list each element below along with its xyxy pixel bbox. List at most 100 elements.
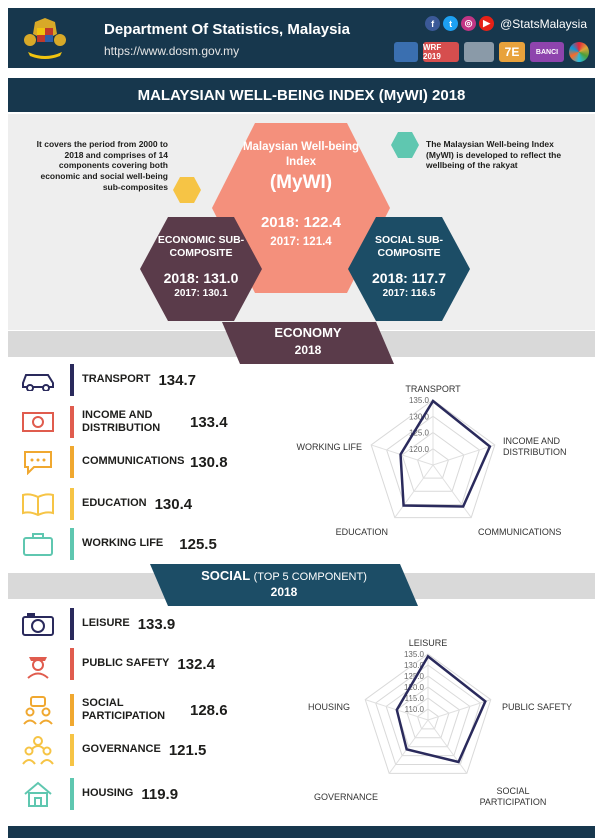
mint-hexagon-icon [391, 132, 419, 158]
social-handle[interactable]: @StatsMalaysia [500, 16, 587, 31]
economy-tick-label: 120.0 [409, 445, 430, 454]
social-category-label: PUBLIC SAFETY [502, 702, 572, 712]
social-grid-ring [396, 686, 460, 748]
social-axis-line [427, 699, 491, 721]
instagram-icon[interactable]: ◎ [461, 16, 477, 31]
social-banner-title: SOCIAL [201, 568, 250, 583]
main-index-label: Malaysian Well-being Index [242, 141, 360, 168]
economy-tick-label: 130.0 [409, 412, 430, 421]
social-banner-shape [150, 564, 418, 606]
economy-row-value: 130.4 [154, 495, 193, 513]
economy-category-label: WORKING LIFE [296, 442, 362, 452]
coat-of-arms-icon [24, 18, 66, 59]
economy-axis-line [394, 464, 434, 518]
money-icon [18, 407, 58, 437]
emblem-logo [464, 42, 494, 62]
economy-axis-line [432, 444, 495, 466]
yellow-hexagon-icon [173, 177, 201, 203]
social-axis-line [427, 719, 468, 774]
social-row-label: PUBLIC SAFETY [82, 657, 170, 670]
social-row-value: 128.6 [190, 701, 228, 719]
economy-row-value: 125.5 [179, 535, 217, 553]
social-row-public-safety: PUBLIC SAFETY 132.4 [18, 648, 215, 680]
social-row-accent-bar [70, 694, 74, 726]
main-index-2018: 2018: 122.4 [260, 214, 342, 231]
social-tick-label: 125.0 [404, 672, 425, 681]
social-row-value: 132.4 [177, 655, 215, 673]
twitter-icon[interactable]: t [443, 16, 459, 31]
economy-row-working-life: WORKING LIFE 125.5 [18, 528, 217, 560]
header-bar: Department Of Statistics, Malaysia https… [8, 8, 595, 68]
social-category-label: PARTICIPATION [480, 797, 547, 807]
economy-row-accent-bar [70, 406, 74, 438]
social-row-value: 119.9 [141, 785, 179, 803]
economy-radar-chart: 120.0 125.0 130.0 135.0 TRANSPORT INCOME ANDD… [296, 384, 566, 537]
social-row-social-participation: SOCIAL PARTICIPATION 128.6 [18, 694, 228, 726]
economy-grid-ring [370, 399, 496, 519]
economy-row-label: WORKING LIFE [82, 537, 164, 550]
economy-grid-ring [416, 448, 450, 479]
economy-tick-label: 125.0 [409, 429, 430, 438]
group-icon [18, 735, 58, 765]
social-axis-line [388, 719, 429, 774]
social-series-line [395, 654, 487, 764]
economic-hexagon [140, 217, 262, 321]
economy-row-accent-bar [70, 446, 74, 478]
social-row-value: 121.5 [168, 741, 207, 759]
camera-icon [18, 609, 58, 639]
main-index-2017: 2017: 121.4 [270, 236, 332, 248]
social-grid-ring [416, 708, 440, 730]
seventy-logo: 7E [499, 42, 525, 62]
social-2018: 2018: 117.7 [372, 270, 446, 286]
economy-row-accent-bar [70, 528, 74, 560]
social-category-label: HOUSING [308, 702, 350, 712]
economy-banner-title: ECONOMY [274, 325, 342, 340]
social-category-label: SOCIAL [496, 786, 529, 796]
social-tick-label: 115.0 [405, 694, 425, 703]
org-url[interactable]: https://www.dosm.gov.my [104, 44, 240, 58]
social-row-leisure: LEISURE 133.9 [18, 608, 175, 640]
social-tick-label: 130.0 [404, 661, 425, 670]
social-tick-label: 120.0 [404, 683, 425, 692]
car-icon [18, 365, 58, 395]
youtube-icon[interactable]: ▶ [479, 16, 495, 31]
economy-tick-label: 135.0 [409, 396, 430, 405]
economy-row-value: 133.4 [190, 413, 228, 431]
economy-grid-ring [386, 415, 480, 505]
social-grid-ring [375, 664, 481, 765]
economy-category-label: EDUCATION [336, 527, 388, 537]
facebook-icon[interactable]: f [425, 16, 441, 31]
economy-row-label: EDUCATION [82, 497, 147, 510]
social-row-accent-bar [70, 734, 74, 766]
social-radar-chart: 110.0 115.0 120.0 125.0 130.0 135.0 LEISURE PUB… [308, 638, 572, 807]
economy-banner-year: 2018 [294, 343, 322, 357]
globe-logo [394, 42, 418, 62]
social-row-governance: GOVERNANCE 121.5 [18, 734, 206, 766]
economy-row-communications: COMMUNICATIONS 130.8 [18, 446, 228, 478]
economy-row-income-and-distribution: INCOME AND DISTRIBUTION 133.4 [18, 406, 228, 438]
chat-bubble-icon [18, 447, 58, 477]
social-category-label: GOVERNANCE [314, 792, 378, 802]
economy-row-accent-bar [70, 364, 74, 396]
economy-grid-ring [401, 431, 465, 492]
economy-row-label: INCOME AND DISTRIBUTION [82, 408, 161, 434]
right-note: The Malaysian Well-being Index (MyWI) is… [426, 139, 562, 171]
social-row-accent-bar [70, 648, 74, 680]
economy-category-label: INCOME AND [503, 436, 561, 446]
social-row-housing: HOUSING 119.9 [18, 778, 178, 810]
social-tick-label: 135.0 [404, 650, 425, 659]
social-banner-year: 2018 [270, 585, 298, 599]
social-row-value: 133.9 [137, 615, 176, 633]
sdg-logo [569, 42, 589, 62]
social-label: SOCIAL SUB-COMPOSITE [374, 234, 444, 260]
economy-banner-shape [222, 322, 394, 364]
social-grid-ring [364, 653, 492, 774]
economy-row-value: 130.8 [190, 453, 228, 471]
wrf-logo: WRF 2019 [423, 42, 459, 62]
economy-category-label: TRANSPORT [405, 384, 461, 394]
police-icon [18, 649, 58, 679]
economy-row-label: TRANSPORT [82, 373, 151, 386]
social-row-accent-bar [70, 608, 74, 640]
economy-series-line [399, 399, 492, 508]
economic-2017: 2017: 130.1 [174, 288, 228, 299]
